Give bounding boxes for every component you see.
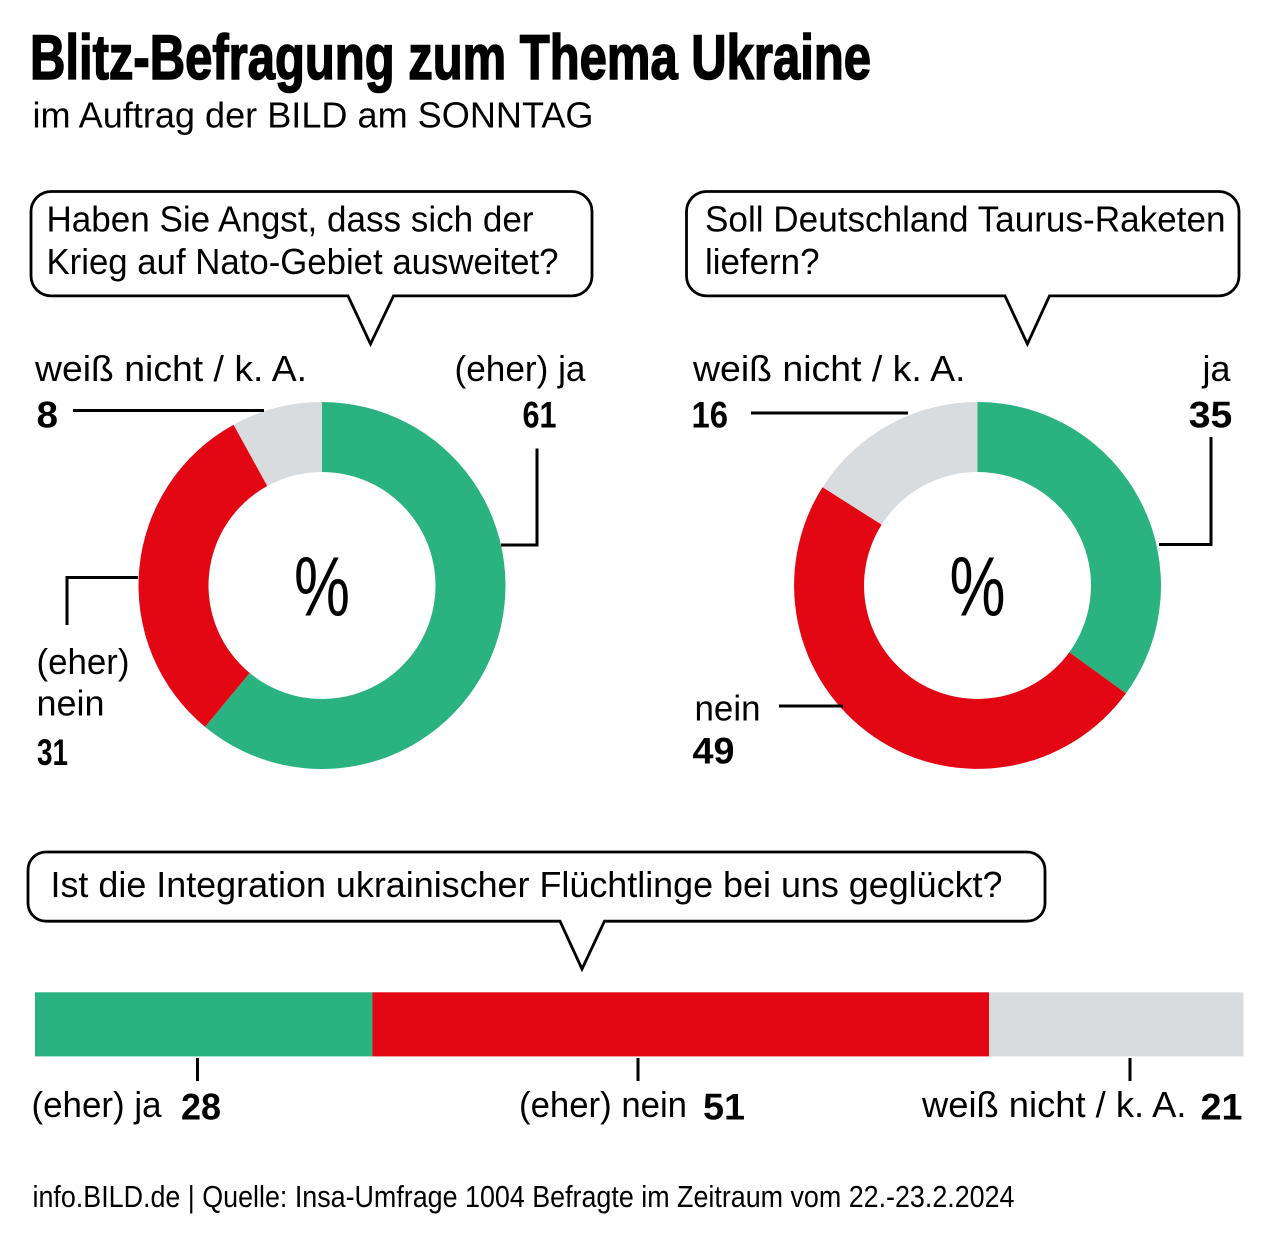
svg-text:ja: ja [1202, 348, 1232, 389]
svg-text:(eher) ja: (eher) ja [32, 1084, 163, 1125]
svg-text:(eher) ja: (eher) ja [455, 348, 587, 389]
svg-text:%: % [950, 540, 1006, 634]
svg-text:51: 51 [703, 1087, 745, 1128]
svg-text:weiß nicht / k. A.: weiß nicht / k. A. [921, 1084, 1187, 1125]
svg-text:(eher) nein: (eher) nein [519, 1084, 687, 1125]
svg-text:weiß nicht / k. A.: weiß nicht / k. A. [34, 348, 307, 389]
svg-text:Soll Deutschland Taurus-Rakete: Soll Deutschland Taurus-Raketen [705, 199, 1226, 240]
svg-text:weiß nicht / k. A.: weiß nicht / k. A. [692, 348, 966, 389]
svg-text:Krieg auf Nato-Gebiet ausweite: Krieg auf Nato-Gebiet ausweitet? [47, 241, 559, 282]
svg-text:35: 35 [1189, 394, 1233, 435]
svg-text:nein: nein [695, 688, 761, 729]
svg-text:%: % [294, 540, 350, 634]
svg-text:Blitz-Befragung zum Thema Ukra: Blitz-Befragung zum Thema Ukraine [30, 23, 871, 93]
svg-text:28: 28 [181, 1087, 221, 1128]
svg-text:liefern?: liefern? [705, 241, 820, 282]
svg-text:8: 8 [37, 395, 59, 436]
svg-text:im Auftrag der BILD am SONNTAG: im Auftrag der BILD am SONNTAG [33, 95, 594, 136]
svg-text:61: 61 [523, 394, 557, 435]
svg-text:49: 49 [693, 731, 735, 772]
svg-text:info.BILD.de | Quelle: Insa-Um: info.BILD.de | Quelle: Insa-Umfrage 1004… [33, 1180, 1015, 1214]
svg-text:31: 31 [37, 732, 68, 773]
svg-text:(eher): (eher) [37, 641, 130, 682]
svg-text:21: 21 [1201, 1087, 1243, 1128]
svg-text:Ist die Integration ukrainisch: Ist die Integration ukrainischer Flüchtl… [51, 864, 1003, 905]
svg-text:Haben Sie Angst, dass sich der: Haben Sie Angst, dass sich der [47, 199, 534, 240]
svg-text:nein: nein [37, 683, 105, 724]
svg-text:16: 16 [692, 394, 729, 435]
